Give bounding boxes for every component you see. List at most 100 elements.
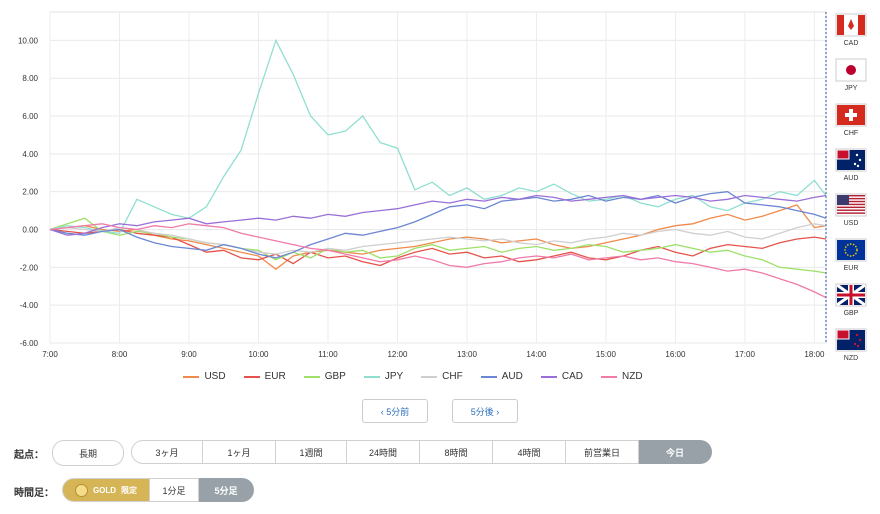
x-tick-label: 15:00 bbox=[596, 350, 617, 359]
switzerland-flag-icon[interactable]: CHF bbox=[835, 103, 867, 137]
legend-label: GBP bbox=[324, 371, 346, 382]
series-line-usd bbox=[49, 204, 827, 271]
legend-swatch bbox=[243, 375, 260, 378]
start-option-5[interactable]: 4時間 bbox=[493, 440, 566, 464]
x-tick-label: 7:00 bbox=[42, 350, 58, 359]
y-tick-label: 6.00 bbox=[22, 112, 38, 121]
canada-flag-icon[interactable]: CAD bbox=[835, 13, 867, 47]
flag-code-label: EUR bbox=[844, 265, 859, 272]
flag-code-label: NZD bbox=[844, 355, 858, 362]
flag-star bbox=[853, 162, 857, 166]
legend-item-usd[interactable]: USD bbox=[183, 371, 226, 382]
uk-flag-icon[interactable]: GBP bbox=[835, 283, 867, 317]
start-option-3[interactable]: 24時間 bbox=[347, 440, 420, 464]
x-tick-label: 17:00 bbox=[735, 350, 756, 359]
legend-label: AUD bbox=[501, 371, 523, 382]
newzealand-flag-icon[interactable]: NZD bbox=[835, 328, 867, 362]
legend-item-cad[interactable]: CAD bbox=[540, 371, 583, 382]
legend-item-jpy[interactable]: JPY bbox=[363, 371, 403, 382]
flag-cross bbox=[845, 113, 857, 117]
legend-swatch bbox=[421, 375, 438, 378]
next-5min-button[interactable]: 5分後 › bbox=[452, 399, 518, 423]
legend-item-nzd[interactable]: NZD bbox=[600, 371, 643, 382]
x-tick-label: 16:00 bbox=[665, 350, 686, 359]
flag-code-label: JPY bbox=[845, 85, 858, 92]
start-option-7[interactable]: 今日 bbox=[639, 440, 712, 464]
series-line-evr bbox=[49, 228, 827, 267]
start-option-6[interactable]: 前営業日 bbox=[566, 440, 639, 464]
gold-limited-badge: GOLD 限定 bbox=[62, 478, 150, 502]
flag-stripe bbox=[837, 195, 865, 197]
flag-star bbox=[858, 338, 862, 342]
flag-stripe bbox=[837, 209, 865, 211]
chart-grid bbox=[49, 11, 827, 344]
flag-code-label: CAD bbox=[844, 40, 859, 47]
legend-swatch bbox=[600, 375, 617, 378]
y-tick-label: 8.00 bbox=[22, 74, 38, 83]
y-tick-label: 10.00 bbox=[18, 36, 39, 45]
legend-swatch bbox=[363, 375, 380, 378]
x-tick-label: 14:00 bbox=[526, 350, 547, 359]
flag-star bbox=[856, 344, 860, 348]
flag-stars bbox=[844, 243, 858, 257]
x-tick-label: 13:00 bbox=[457, 350, 478, 359]
flag-field bbox=[837, 240, 865, 260]
series-line-cad bbox=[49, 194, 827, 236]
flag-stripe bbox=[837, 212, 865, 214]
currency-flags-column: CAD JPY CHF AUD USD EUR GBP NZD bbox=[835, 13, 867, 362]
gold-limited-label: 限定 bbox=[121, 485, 138, 495]
japan-flag-icon[interactable]: JPY bbox=[835, 58, 867, 92]
flag-band bbox=[837, 15, 844, 35]
usa-flag-icon[interactable]: USD bbox=[835, 193, 867, 227]
series-line-aud bbox=[49, 191, 827, 259]
x-tick-label: 11:00 bbox=[318, 350, 338, 359]
x-tick-label: 8:00 bbox=[112, 350, 128, 359]
timeframe-1min-button[interactable]: 1分足 bbox=[150, 478, 199, 502]
flag-star bbox=[855, 153, 859, 157]
x-tick-label: 9:00 bbox=[181, 350, 197, 359]
long-term-button[interactable]: 長期 bbox=[52, 440, 124, 466]
flag-star bbox=[855, 333, 859, 337]
flag-code-label: USD bbox=[844, 220, 859, 227]
legend-swatch bbox=[303, 375, 320, 378]
legend-label: EUR bbox=[264, 371, 286, 382]
legend-item-chf[interactable]: CHF bbox=[421, 371, 463, 382]
legend-swatch bbox=[480, 375, 497, 378]
australia-flag-icon[interactable]: AUD bbox=[835, 148, 867, 182]
flag-code-label: GBP bbox=[844, 310, 859, 317]
start-option-2[interactable]: 1週間 bbox=[276, 440, 347, 464]
eu-flag-icon[interactable]: EUR bbox=[835, 238, 867, 272]
currency-strength-chart: 10.00 8.00 6.00 4.00 2.00 0.00 -2.00 -4.00 -6.00… bbox=[18, 11, 867, 362]
flag-union bbox=[836, 329, 850, 340]
x-axis-ticks: 7:00 8:00 9:00 10:00 11:00 12:00 13:00 14:00 15:… bbox=[42, 350, 825, 359]
gold-label: GOLD bbox=[92, 485, 117, 495]
series-line-gbp bbox=[49, 217, 827, 274]
y-axis-ticks: 10.00 8.00 6.00 4.00 2.00 0.00 -2.00 -4.00 -6.00 bbox=[18, 36, 39, 348]
x-tick-label: 18:00 bbox=[804, 350, 825, 359]
flag-stripe bbox=[837, 200, 865, 203]
timeframe-5min-button[interactable]: 5分足 bbox=[199, 478, 254, 502]
legend-item-gbp[interactable]: GBP bbox=[303, 371, 346, 382]
timeframe-label: 時間足： bbox=[14, 488, 54, 499]
legend-label: NZD bbox=[621, 371, 643, 382]
legend-item-eur[interactable]: EUR bbox=[243, 371, 286, 382]
start-option-4[interactable]: 8時間 bbox=[420, 440, 493, 464]
flag-sun bbox=[846, 65, 856, 75]
start-option-1[interactable]: 1ヶ月 bbox=[203, 440, 276, 464]
start-point-label: 起点： bbox=[14, 450, 44, 461]
legend-item-aud[interactable]: AUD bbox=[480, 371, 523, 382]
prev-5min-button[interactable]: ‹ 5分前 bbox=[362, 399, 428, 423]
legend-label: CHF bbox=[442, 371, 463, 382]
series-line-jpy bbox=[49, 38, 827, 234]
y-tick-label: 0.00 bbox=[22, 226, 38, 235]
series-line-chf bbox=[49, 223, 827, 255]
start-option-0[interactable]: 3ヶ月 bbox=[131, 440, 203, 464]
series-line-nzd bbox=[49, 223, 827, 299]
flag-canton bbox=[837, 195, 849, 205]
y-tick-label: 4.00 bbox=[22, 150, 38, 159]
flag-stripe bbox=[837, 206, 865, 209]
y-tick-label: 2.00 bbox=[22, 188, 38, 197]
flag-code-label: CHF bbox=[844, 130, 858, 137]
flag-code-label: AUD bbox=[844, 175, 859, 182]
timeframe-options: GOLD 限定 1分足 5分足 bbox=[62, 478, 254, 502]
